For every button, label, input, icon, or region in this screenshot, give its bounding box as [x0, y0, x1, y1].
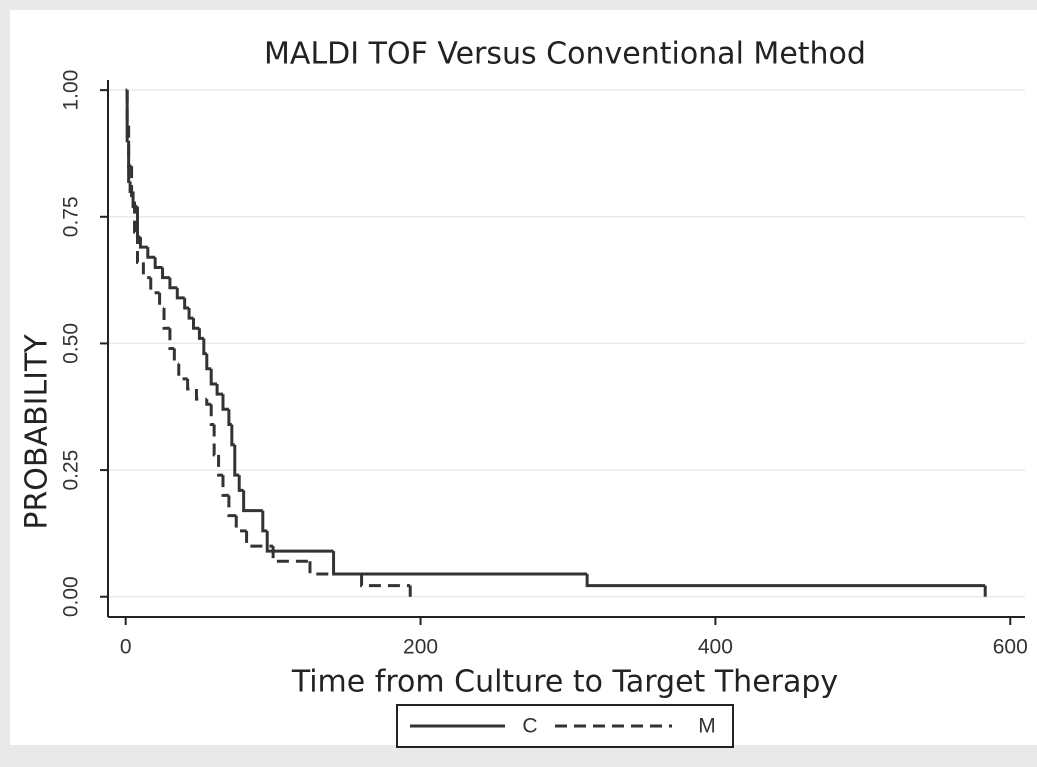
step-segment [168, 277, 178, 290]
y-axis-label: PROBABILITY [20, 334, 55, 530]
x-tick-label: 600 [993, 636, 1028, 659]
step-segment [215, 383, 223, 396]
step-segment [205, 353, 212, 371]
step-segment [149, 277, 160, 295]
legend-label: M [698, 715, 716, 738]
step-segment [186, 378, 197, 391]
step-segment [194, 389, 207, 401]
x-tick-label: 400 [698, 636, 733, 659]
step-segment [133, 201, 138, 234]
x-tick-label: 0 [120, 636, 132, 659]
step-segment [271, 546, 310, 563]
step-segment [172, 348, 179, 366]
step-segment [153, 257, 163, 269]
y-tick-label: 0.00 [60, 576, 83, 617]
step-segment [202, 338, 207, 356]
step-segment [237, 475, 244, 492]
step-segment [158, 292, 165, 310]
step-segment [209, 368, 218, 386]
step-segment [141, 262, 151, 280]
step-segment [234, 515, 247, 533]
legend-label: C [522, 715, 537, 738]
y-tick-label: 0.75 [60, 196, 83, 237]
step-segment [360, 573, 411, 588]
step-segment [130, 166, 135, 204]
step-segment [161, 267, 170, 280]
step-segment [177, 363, 188, 381]
step-segment [125, 90, 129, 143]
step-segment [162, 307, 170, 330]
step-segment [261, 510, 268, 533]
y-tick-label: 0.25 [60, 450, 83, 491]
step-segment [175, 287, 185, 300]
graph-region [10, 10, 1037, 745]
step-segment [332, 551, 588, 576]
step-segment [205, 399, 212, 406]
x-tick-label: 200 [403, 636, 438, 659]
y-tick-label: 0.50 [60, 323, 83, 364]
step-segment [265, 530, 334, 553]
step-segment [135, 231, 144, 264]
step-segment [221, 475, 229, 497]
chart-title: MALDI TOF Versus Conventional Method [264, 37, 866, 72]
y-tick-label: 1.00 [60, 70, 83, 111]
step-segment [308, 561, 362, 576]
step-segment [221, 394, 229, 411]
step-segment [138, 237, 148, 249]
x-axis-label: Time from Culture to Target Therapy [291, 665, 838, 700]
step-segment [192, 318, 200, 330]
step-segment [212, 424, 219, 457]
step-segment [242, 490, 263, 513]
step-segment [146, 247, 156, 259]
step-segment [227, 495, 237, 518]
step-segment [585, 573, 986, 588]
step-segment [125, 90, 129, 128]
step-segment [245, 530, 274, 548]
